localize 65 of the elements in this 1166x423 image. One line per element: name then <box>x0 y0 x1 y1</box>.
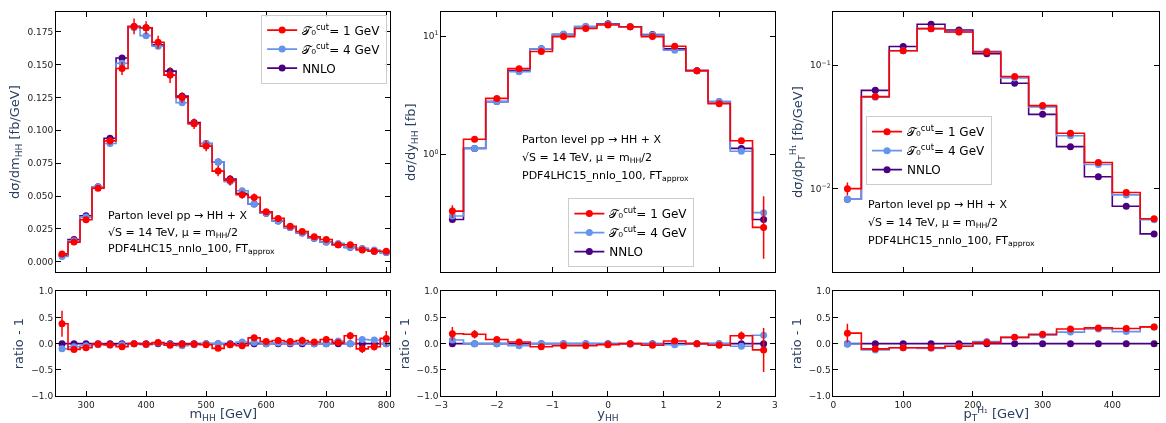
legend-label: 𝒯₀$^{cut}$= 1 GeV <box>302 21 381 38</box>
y-tick-label: 0.000 <box>27 256 54 267</box>
y-tick-label: 0.0 <box>816 338 831 349</box>
x-tick-label: 3 <box>771 399 778 410</box>
annotation: PDF4LHC15_nnlo_100, FT$_{approx}$ <box>522 169 690 184</box>
y-tick-label: 0.0 <box>424 338 439 349</box>
y-axis-title: ratio - 1 <box>11 318 27 370</box>
annotation: Parton level pp → HH + X <box>868 198 1008 211</box>
legend-label: NNLO <box>609 245 643 260</box>
y-tick-label: 0.050 <box>27 191 54 202</box>
x-tick-label: −3 <box>434 399 448 410</box>
annotation: √S = 14 TeV, μ = m$_{HH}$/2 <box>108 226 239 241</box>
y-tick-label: 10$^{−1}$ <box>809 58 831 71</box>
x-tick-label: 100 <box>894 399 913 410</box>
y-tick-label: 0.025 <box>27 224 54 235</box>
legend-label: 𝒯₀$^{cut}$= 4 GeV <box>907 142 986 159</box>
y-axis-title: ratio - 1 <box>788 318 804 370</box>
y-tick-label: 0.125 <box>27 92 54 103</box>
legend-label: NNLO <box>302 61 336 76</box>
y-tick-label: 0.175 <box>27 26 54 37</box>
y-tick-label: −0.5 <box>808 364 831 375</box>
x-tick-label: 300 <box>77 399 95 410</box>
y-tick-label: 0.150 <box>27 59 54 70</box>
x-tick-label: 400 <box>1103 399 1122 410</box>
y-tick-label: 10$^{−2}$ <box>809 182 831 194</box>
y-tick-label: 1.0 <box>816 286 831 297</box>
y-tick-label: −1.0 <box>31 391 54 402</box>
annotation: Parton level pp → HH + X <box>522 133 662 146</box>
y-tick-label: −0.5 <box>31 364 54 375</box>
y-tick-label: 0.0 <box>38 338 54 349</box>
annotation: PDF4LHC15_nnlo_100, FT$_{approx}$ <box>868 234 1036 249</box>
y-tick-label: 10$^{0}$ <box>422 147 439 160</box>
x-tick-label: 0 <box>830 399 837 410</box>
y-tick-label: 1.0 <box>38 286 54 297</box>
y-tick-label: 1.0 <box>424 286 439 297</box>
legend-label: 𝒯₀$^{cut}$= 4 GeV <box>302 40 381 57</box>
x-tick-label: 400 <box>137 399 155 410</box>
x-tick-label: 2 <box>716 399 723 410</box>
y-tick-label: 0.075 <box>27 158 54 169</box>
annotation: PDF4LHC15_nnlo_100, FT$_{approx}$ <box>108 242 276 257</box>
legend-label: NNLO <box>907 163 941 178</box>
x-tick-label: 600 <box>257 399 276 410</box>
x-tick-label: 0 <box>605 399 612 410</box>
x-tick-label: 1 <box>660 399 667 410</box>
x-tick-label: −1 <box>545 399 560 410</box>
x-tick-label: 300 <box>1034 399 1052 410</box>
legend-label: 𝒯₀$^{cut}$= 1 GeV <box>609 205 688 222</box>
y-tick-label: −1.0 <box>416 391 439 402</box>
y-tick-label: 10$^{1}$ <box>422 29 439 42</box>
legend-label: 𝒯₀$^{cut}$= 4 GeV <box>609 224 688 241</box>
x-tick-label: 500 <box>197 399 215 410</box>
x-tick-label: 800 <box>377 399 396 410</box>
x-tick-label: 700 <box>317 399 336 410</box>
legend-label: 𝒯₀$^{cut}$= 1 GeV <box>907 123 986 140</box>
annotation: Parton level pp → HH + X <box>108 209 248 222</box>
annotation: √S = 14 TeV, μ = m$_{HH}$/2 <box>522 151 653 166</box>
y-tick-label: 0.5 <box>816 312 831 323</box>
y-tick-label: 0.100 <box>27 125 54 136</box>
y-tick-label: 0.5 <box>38 312 54 323</box>
y-tick-label: −1.0 <box>808 391 831 402</box>
y-axis-title: ratio - 1 <box>396 318 412 370</box>
annotation: √S = 14 TeV, μ = m$_{HH}$/2 <box>868 216 999 231</box>
x-tick-label: −2 <box>490 399 504 410</box>
y-tick-label: 0.5 <box>424 312 439 323</box>
y-tick-label: −0.5 <box>416 364 439 375</box>
